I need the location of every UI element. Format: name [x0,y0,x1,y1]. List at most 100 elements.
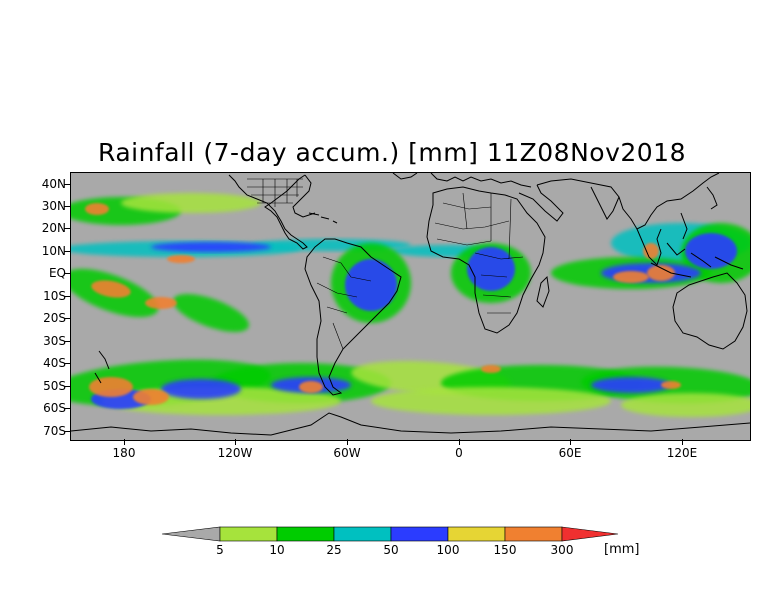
latitude-label: 30N [41,199,66,213]
longitude-tick [570,439,571,445]
madagascar-coastline [536,275,550,308]
longitude-tick [459,439,460,445]
latitude-label: 70S [43,424,66,438]
north-america-coastline [228,174,308,250]
rainfall-patch [481,365,501,373]
colorbar-swatch [504,526,563,542]
rainfall-patch [133,389,169,405]
longitude-label: 60W [333,446,361,460]
latitude-tick [64,184,70,185]
colorbar-swatch [333,526,392,542]
arabia-coastline [518,184,564,222]
latitude-tick [64,318,70,319]
rainfall-patch [173,294,249,332]
rainfall-patch [621,393,750,417]
latitude-tick [64,431,70,432]
colorbar-tick-label: 10 [269,543,285,557]
southeast-asia-coastline [636,228,662,266]
latitude-label: 60S [43,401,66,415]
latitude-tick [64,228,70,229]
latitude-tick [64,206,70,207]
rainfall-patch [345,259,397,311]
colorbar [161,526,619,542]
indonesia-islands [650,212,744,278]
latitude-label: 40S [43,356,66,370]
latitude-tick [64,363,70,364]
colorbar-tick-label: 100 [436,543,460,557]
australia-coastline [672,272,748,350]
latitude-label: 50S [43,379,66,393]
rainfall-patch [591,377,671,393]
rainfall-patch [151,242,271,252]
us-state-grid [247,178,303,207]
longitude-label: 60E [558,446,582,460]
asia-coastline [536,173,720,230]
longitude-label: 180 [112,446,136,460]
rainfall-patch [647,265,675,281]
south-america-borders [316,256,372,350]
rainfall-map-canvas [71,173,750,440]
rainfall-patch [661,381,681,389]
rainfall-patch [145,297,177,309]
africa-coastline [426,186,546,334]
latitude-tick [64,386,70,387]
latitude-tick [64,296,70,297]
rainfall-patch [467,247,515,291]
longitude-tick [682,439,683,445]
rainfall-patch [371,387,611,415]
longitude-label: 0 [455,446,463,460]
latitude-label: 20N [41,221,66,235]
colorbar-swatch [276,526,335,542]
latitude-label: 10N [41,244,66,258]
rainfall-patch [643,243,659,259]
latitude-tick [64,341,70,342]
rainfall-patch [161,379,241,399]
colorbar-tick-label: 5 [216,543,224,557]
rainfall-patch [299,381,323,393]
rainfall-map [70,172,751,441]
latitude-label: 30S [43,334,66,348]
longitude-tick [235,439,236,445]
rainfall-layer [71,193,750,417]
japan-coastline [706,186,718,210]
greenland-coastline [392,173,418,180]
south-america-coastline [304,238,402,396]
africa-borders [434,192,524,314]
rainfall-patch [89,377,133,397]
rainfall-patch [167,255,195,263]
europe-coastline [430,173,532,188]
longitude-label: 120W [217,446,253,460]
colorbar-swatch [219,526,278,542]
rainfall-patch [121,193,261,213]
map-title: Rainfall (7-day accum.) [mm] 11Z08Nov201… [98,138,686,167]
latitude-label: 10S [43,289,66,303]
colorbar-units: [mm] [604,542,640,557]
latitude-label: EQ [48,266,66,280]
rainfall-patch [685,233,737,269]
rainfall-patch [613,271,649,283]
rainfall-patch [85,203,109,215]
colorbar-swatch [390,526,449,542]
latitude-label: 20S [43,311,66,325]
coastline-layer [71,173,750,436]
longitude-label: 120E [666,446,698,460]
colorbar-tick-label: 300 [550,543,574,557]
colorbar-tick-label: 50 [383,543,399,557]
rainfall-patch [91,280,131,298]
colorbar-swatch [447,526,506,542]
latitude-label: 40N [41,177,66,191]
latitude-tick [64,251,70,252]
colorbar-overflow-triangle [561,526,619,542]
colorbar-underflow-triangle [161,526,221,542]
colorbar-tick-label: 150 [493,543,517,557]
latitude-tick [64,273,70,274]
caribbean-islands [308,212,338,224]
antarctica-coastline [71,412,750,436]
new-zealand-coastline [94,350,110,384]
india-coastline [590,186,620,220]
longitude-tick [347,439,348,445]
colorbar-tick-label: 25 [326,543,342,557]
latitude-tick [64,408,70,409]
longitude-tick [124,439,125,445]
north-america-east-coast [292,174,316,218]
